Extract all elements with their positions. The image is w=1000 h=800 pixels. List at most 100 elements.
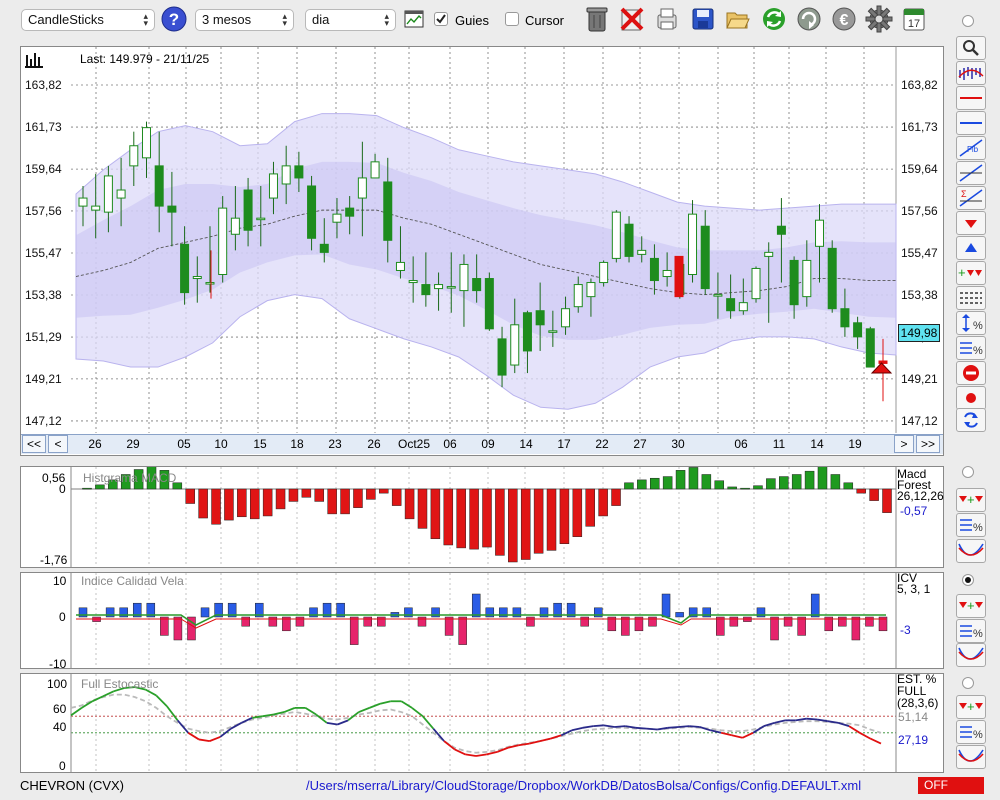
stochastic-k-segment (838, 721, 850, 728)
icv-bar-positive (485, 607, 495, 618)
save-button[interactable] (688, 4, 718, 34)
cursor-checkbox[interactable] (505, 12, 519, 26)
sum-trendline-button[interactable]: Σ (956, 186, 986, 210)
x-tick-label: 06 (443, 437, 457, 451)
panel-radio-main[interactable] (962, 15, 974, 27)
blue-line-button[interactable] (956, 111, 986, 135)
macd-histogram-chart[interactable] (21, 467, 943, 567)
icv-bar-positive (146, 602, 156, 618)
icv-curves-button[interactable] (956, 643, 986, 667)
refresh-button[interactable] (759, 4, 789, 34)
chart-type-select[interactable]: CandleSticks ▴ ▾ (21, 9, 155, 31)
stochastic-k-segment (603, 724, 615, 728)
candle-up (205, 282, 215, 285)
nav-prev-button[interactable]: < (48, 435, 68, 453)
record-button[interactable] (956, 386, 986, 410)
x-tick-label: 19 (848, 437, 862, 451)
swap-button[interactable] (956, 408, 986, 432)
zoom-button[interactable] (956, 36, 986, 60)
icv-bar-negative (349, 616, 359, 645)
help-button[interactable]: ? (159, 4, 189, 34)
panel-radio-stochastic[interactable] (962, 677, 974, 689)
lines-percent-button[interactable]: % (956, 336, 986, 360)
candle-up (230, 217, 240, 235)
panel-radio-macd[interactable] (962, 466, 974, 478)
settings-button[interactable] (864, 4, 894, 34)
macd-bar-negative (533, 488, 544, 554)
icv-lines-percent-button[interactable]: % (956, 619, 986, 643)
candle-up (688, 213, 698, 276)
macd-curves-button[interactable] (956, 539, 986, 563)
candle-up (713, 294, 723, 297)
reload-data-button[interactable] (794, 4, 824, 34)
period-select[interactable]: 3 mesos ▴ ▾ (195, 9, 294, 31)
candle-down (649, 257, 659, 282)
trash-button[interactable] (582, 4, 612, 34)
macd-signals-button[interactable]: + (956, 488, 986, 512)
candle-up (281, 165, 291, 185)
guies-checkbox[interactable] (434, 12, 448, 26)
sum-trendline-icon: Σ (959, 189, 983, 207)
open-folder-button[interactable] (723, 4, 753, 34)
stochastic-k-segment (571, 726, 583, 732)
icv-histogram-chart[interactable] (21, 573, 943, 668)
candlestick-chart[interactable]: 163,82 163,82 161,73 161,73 159,64 159,64 157,… (21, 47, 943, 455)
x-tick-label: 15 (253, 437, 267, 451)
icv-tick-bottom: -10 (49, 657, 67, 671)
print-button[interactable] (652, 4, 682, 34)
calendar-button[interactable]: 17 (899, 4, 929, 34)
config-path-link[interactable]: /Users/mserra/Library/CloudStorage/Dropb… (306, 778, 862, 793)
interval-select[interactable]: dia ▴ ▾ (305, 9, 396, 31)
sell-arrow-button[interactable] (956, 211, 986, 235)
macd-label-3: 26,12,26 (897, 489, 944, 503)
grid-lines-button[interactable] (956, 286, 986, 310)
trendline-button[interactable] (956, 161, 986, 185)
cancel-button[interactable] (956, 361, 986, 385)
macd-title: Histgrama MACD (83, 471, 177, 485)
y-tick-label-right: 147,12 (901, 414, 938, 428)
stochastic-k-segment (869, 737, 882, 745)
current-price-flag: 149,98 (898, 324, 940, 342)
nav-next-button[interactable]: > (894, 435, 914, 453)
nav-last-button[interactable]: >> (916, 435, 940, 453)
bars-style-button[interactable] (956, 61, 986, 85)
red-line-button[interactable] (956, 86, 986, 110)
status-off-badge[interactable]: OFF (918, 777, 984, 794)
macd-bar-positive (817, 467, 828, 490)
chart-window-button[interactable] (399, 4, 429, 34)
macd-value: -0,57 (900, 504, 928, 518)
macd-bar-negative (404, 488, 415, 520)
icv-bar-negative (377, 616, 386, 627)
scale-percent-button[interactable]: % (956, 311, 986, 335)
lines-percent-icon: % (960, 726, 983, 741)
signals-arrows-icon: + (959, 492, 983, 507)
stochastic-k-segment (454, 748, 466, 756)
signals-button[interactable]: + (956, 261, 986, 285)
stochastic-k-segment (347, 711, 360, 722)
stochastic-k-segment (667, 726, 679, 729)
macd-bar-negative (262, 488, 273, 517)
stoch-value-d: 51,14 (898, 710, 929, 724)
icv-bar-negative (173, 616, 183, 641)
icv-bar-positive (105, 607, 115, 618)
candle-down (472, 278, 482, 292)
stochastic-line-chart[interactable] (21, 674, 943, 772)
fibonacci-button[interactable]: Fib (956, 136, 986, 160)
svg-text:Fib: Fib (967, 145, 979, 154)
stoch-curves-button[interactable] (956, 745, 986, 769)
panel-radio-icv[interactable] (962, 574, 974, 586)
nav-first-button[interactable]: << (22, 435, 46, 453)
euro-button[interactable]: € (829, 4, 859, 34)
stochastic-d-line (70, 693, 882, 754)
delete-button[interactable] (617, 4, 647, 34)
icv-signals-button[interactable]: + (956, 594, 986, 618)
macd-lines-percent-button[interactable]: % (956, 513, 986, 537)
stoch-lines-percent-button[interactable]: % (956, 720, 986, 744)
stoch-signals-button[interactable]: + (956, 695, 986, 719)
x-axis-labels: 26 29 05 10 15 18 23 26 Oct25 06 09 14 17 22 27 30 06 11 1… (0, 437, 1000, 453)
chevron-up-down-icon: ▴ ▾ (282, 11, 287, 28)
icv-bar-positive (661, 593, 671, 618)
stochastic-k-segment (550, 734, 562, 740)
buy-arrow-button[interactable] (956, 236, 986, 260)
macd-bar-negative (353, 488, 363, 508)
